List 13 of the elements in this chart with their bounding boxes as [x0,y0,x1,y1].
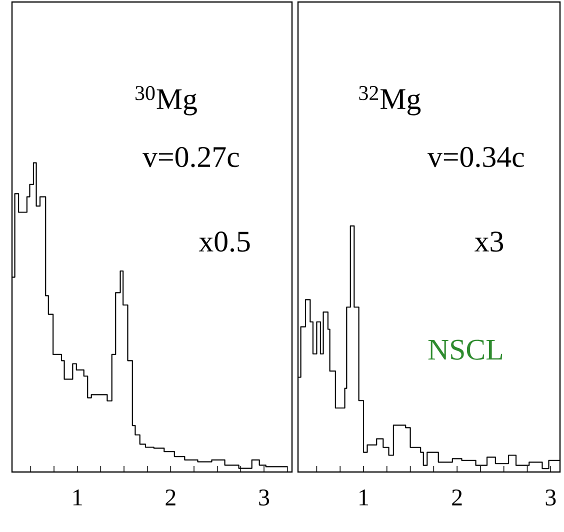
x-tick-label: 3 [259,490,270,506]
x-tick-label: 1 [360,490,368,506]
annotation: NSCL [428,340,502,360]
chart-title: $^{32}$Mg [359,86,421,116]
annotation: x3 [474,232,504,252]
x-tick-label: 2 [166,490,176,506]
chart-title: $^{30}$Mg [136,86,197,116]
text: v=0.34c [427,146,524,168]
annotation: x0.5 [198,232,250,252]
x-tick-label: 3 [546,490,556,506]
annotation: v=0.27c [142,146,239,168]
x-tick-label: 2 [452,490,462,506]
x-tick-label: 1 [73,490,82,506]
